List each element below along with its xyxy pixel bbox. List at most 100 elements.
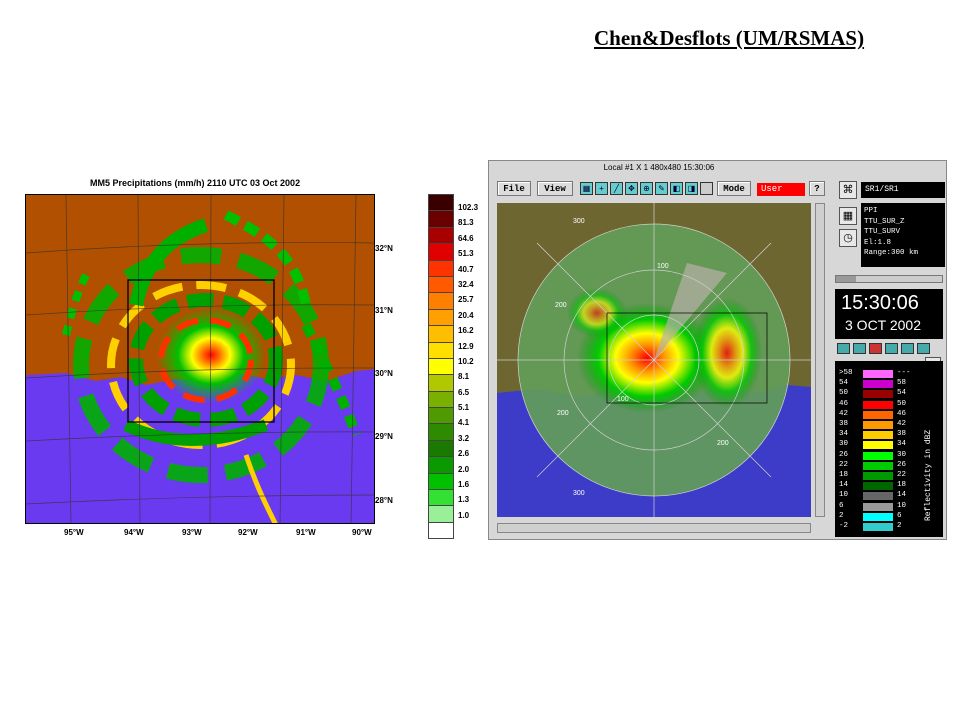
lon-label: 91°W: [296, 528, 316, 537]
colorbar-label: 12.9: [458, 341, 474, 351]
layer-icon[interactable]: ◨: [685, 182, 698, 195]
clock-date: 3 OCT 2002: [845, 317, 922, 333]
crosshair-icon[interactable]: +: [595, 182, 608, 195]
grid-settings-icon[interactable]: ▦: [839, 207, 857, 225]
mode-button[interactable]: Mode: [717, 181, 751, 196]
radar-site-icon[interactable]: ⌘: [839, 181, 857, 199]
radar-graphic: 300 200 100 100 200 200 300: [497, 203, 811, 517]
step-back-icon[interactable]: [837, 343, 850, 354]
legend-swatch: [863, 502, 893, 511]
time-slider[interactable]: [835, 275, 943, 283]
colorbar-label: 1.6: [458, 480, 470, 490]
legend-high-value: 54: [897, 389, 907, 398]
legend-row: 26 30: [835, 451, 935, 461]
station-name: SR1/SR1: [861, 182, 945, 198]
range-ring-label: 200: [717, 440, 729, 447]
colorbar-swatch: [428, 260, 454, 277]
lon-label: 92°W: [238, 528, 258, 537]
colorbar-label: 3.2: [458, 433, 470, 443]
legend-swatch: [863, 512, 893, 521]
colorbar-label: 64.6: [458, 233, 474, 243]
colorbar-swatch: [428, 440, 454, 458]
lat-label: 28°N: [375, 496, 393, 505]
blank-tool-icon[interactable]: [700, 182, 713, 195]
colorbar-swatch: [428, 342, 454, 359]
legend-low-value: 26: [839, 450, 849, 459]
colorbar-label: 2.6: [458, 449, 470, 459]
window-title: Local #1 X 1 480x480 15:30:06: [603, 163, 715, 172]
view-button[interactable]: View: [537, 181, 573, 196]
lat-label: 30°N: [375, 369, 393, 378]
legend-row: 54 58: [835, 379, 935, 389]
legend-low-value: 10: [839, 491, 849, 500]
volume-name: TTU_SURV: [864, 228, 901, 236]
line-tool-icon[interactable]: ╱: [610, 182, 623, 195]
colorbar-swatch: [428, 522, 454, 540]
legend-row: 22 26: [835, 461, 935, 471]
legend-row: 6 10: [835, 502, 935, 512]
legend-swatch: [863, 390, 893, 399]
legend-low-value: -2: [839, 522, 849, 530]
overlay-icon[interactable]: ◧: [670, 182, 683, 195]
legend-low-value: 14: [839, 481, 849, 490]
slider-knob[interactable]: [836, 276, 856, 282]
legend-title: Reflectivity in dBZ: [924, 430, 933, 521]
legend-row: 18 22: [835, 471, 935, 481]
range-ring-label: 200: [557, 410, 569, 417]
time-display: 15:30:06 3 OCT 2002: [835, 289, 943, 339]
lat-label: 32°N: [375, 244, 393, 253]
palette-icon[interactable]: ▦: [580, 182, 593, 195]
legend-swatch: [863, 431, 893, 440]
file-button[interactable]: File: [497, 181, 531, 196]
clock-icon[interactable]: ◷: [839, 229, 857, 247]
lat-label: 31°N: [375, 306, 393, 315]
range-ring-label: 100: [617, 396, 629, 403]
colorbar-label: 5.1: [458, 403, 470, 413]
elevation: El:1.8: [864, 238, 892, 247]
legend-swatch: [863, 441, 893, 450]
legend-low-value: 30: [839, 440, 849, 449]
stop-icon[interactable]: [869, 343, 882, 354]
colorbar-label: 102.3: [458, 203, 479, 212]
legend-row: >58 ---: [835, 369, 935, 379]
edit-icon[interactable]: ✎: [655, 182, 668, 195]
horizontal-scrollbar[interactable]: [497, 523, 811, 533]
scan-info-box: PPI TTU_SUR_Z TTU_SURV El:1.8 Range:300 …: [861, 203, 945, 267]
step-forward-icon[interactable]: [901, 343, 914, 354]
colorbar-label: 6.5: [458, 387, 470, 397]
legend-high-value: 42: [897, 420, 907, 428]
colorbar-swatch: [428, 244, 454, 261]
legend-low-value: 18: [839, 471, 849, 479]
legend-high-value: 58: [897, 379, 907, 388]
range-ring-label: 100: [657, 263, 669, 270]
legend-high-value: 26: [897, 460, 907, 469]
clock-time: 15:30:06: [841, 292, 919, 314]
legend-high-value: 30: [897, 450, 907, 459]
colorbar-swatch: [428, 424, 454, 441]
legend-swatch: [863, 472, 893, 480]
colorbar-label: 25.7: [458, 295, 474, 305]
scan-type: PPI: [864, 207, 878, 215]
fast-forward-icon[interactable]: [917, 343, 930, 354]
zoom-icon[interactable]: ⊕: [640, 182, 653, 195]
legend-swatch: [863, 451, 893, 460]
play-icon[interactable]: [853, 343, 866, 354]
precip-colorbar-labels: 102.3 81.3 64.6 51.3 40.7 32.4 25.7 20.4 16.2 12.…: [458, 203, 479, 527]
colorbar-label: 16.2: [458, 326, 474, 336]
colorbar-swatch: [428, 375, 454, 392]
lat-label: 29°N: [375, 432, 393, 441]
help-button[interactable]: ?: [809, 181, 825, 196]
vertical-scrollbar[interactable]: [815, 203, 825, 517]
legend-high-value: ---: [897, 369, 911, 377]
colorbar-label: 81.3: [458, 218, 474, 228]
lon-label: 94°W: [124, 528, 144, 537]
reflectivity-legend: Reflectivity in dBZ >58 --- 54 58 50 54 46 50 42…: [835, 361, 943, 537]
colorbar-swatch: [428, 457, 454, 474]
precip-colorbar: [428, 194, 454, 540]
colorbar-label: 8.1: [458, 372, 470, 382]
legend-title-graphic: Reflectivity in dBZ: [924, 430, 933, 521]
rewind-icon[interactable]: [885, 343, 898, 354]
pan-icon[interactable]: ✥: [625, 182, 638, 195]
legend-low-value: 50: [839, 389, 849, 398]
